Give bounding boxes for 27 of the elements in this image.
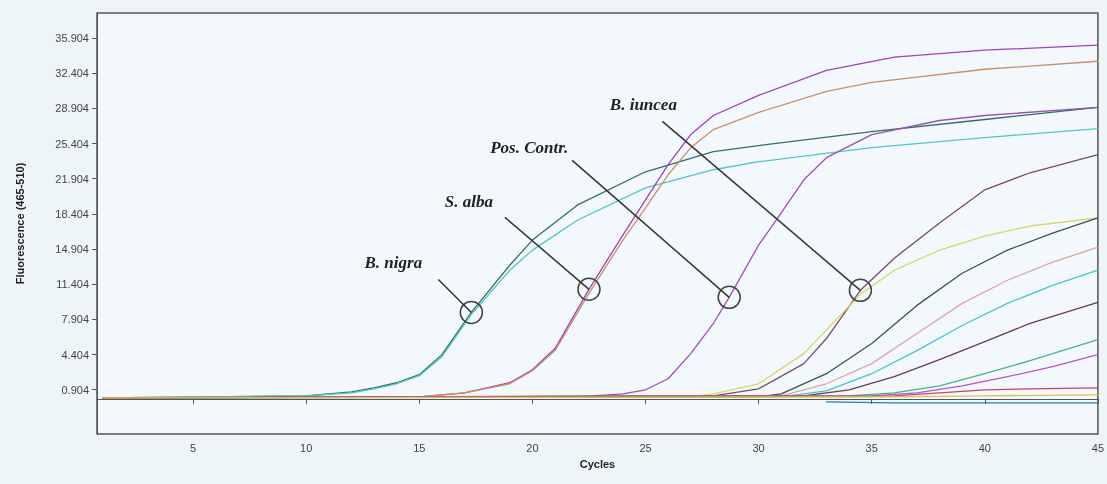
- y-tick-label: 32.404: [55, 67, 89, 80]
- x-tick-label: 20: [526, 441, 539, 454]
- y-tick-label: 18.404: [55, 207, 89, 220]
- x-tick-label: 15: [413, 441, 426, 454]
- y-tick-label: 28.904: [55, 102, 89, 115]
- x-tick-label: 30: [752, 441, 765, 454]
- x-tick-label: 5: [190, 441, 197, 454]
- annotation: B. iuncea: [608, 94, 678, 114]
- x-tick-label: 35: [865, 441, 878, 454]
- y-tick-label: 25.404: [55, 137, 89, 150]
- y-tick-label: 35.904: [55, 32, 89, 45]
- x-tick-label: 40: [978, 441, 991, 454]
- x-tick-label: 45: [1091, 441, 1105, 454]
- y-tick-label: 7.904: [61, 313, 89, 326]
- x-axis-title: Cycles: [579, 457, 616, 470]
- y-tick-label: 21.904: [55, 172, 89, 185]
- x-tick-label: 25: [639, 441, 652, 454]
- callout-pointer: B. iuncea: [609, 94, 873, 303]
- annotation: B. nigra: [363, 252, 423, 272]
- annotation: Pos. Contr.: [489, 137, 569, 157]
- y-tick-label: 14.904: [55, 243, 89, 256]
- y-tick-label: 11.404: [56, 278, 89, 291]
- y-tick-label: 4.404: [61, 348, 89, 361]
- y-axis-title: Fluorescence (465-510): [13, 162, 26, 285]
- y-tick-label: 0.904: [61, 383, 89, 396]
- callout-pointer: B. nigra: [364, 252, 484, 325]
- x-tick-label: 10: [300, 441, 313, 454]
